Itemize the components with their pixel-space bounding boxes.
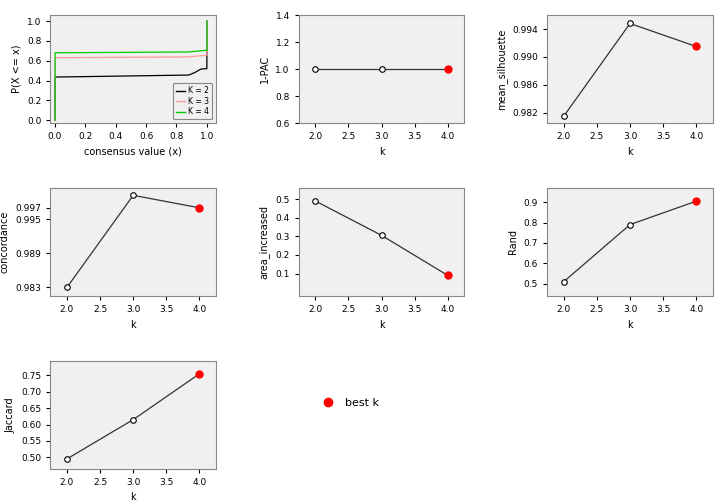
X-axis label: k: k	[627, 147, 633, 157]
X-axis label: k: k	[379, 320, 384, 330]
X-axis label: consensus value (x): consensus value (x)	[84, 147, 182, 157]
X-axis label: k: k	[627, 320, 633, 330]
Y-axis label: mean_silhouette: mean_silhouette	[496, 28, 507, 110]
Y-axis label: concordance: concordance	[0, 211, 10, 273]
Y-axis label: 1-PAC: 1-PAC	[260, 55, 270, 83]
Y-axis label: Rand: Rand	[508, 229, 518, 255]
Y-axis label: area_increased: area_increased	[259, 205, 270, 279]
Y-axis label: P(X <= x): P(X <= x)	[12, 45, 22, 93]
X-axis label: k: k	[379, 147, 384, 157]
Legend: best k: best k	[312, 393, 383, 412]
X-axis label: k: k	[130, 492, 136, 502]
X-axis label: k: k	[130, 320, 136, 330]
Y-axis label: Jaccard: Jaccard	[6, 397, 16, 432]
Legend: K = 2, K = 3, K = 4: K = 2, K = 3, K = 4	[173, 83, 212, 119]
